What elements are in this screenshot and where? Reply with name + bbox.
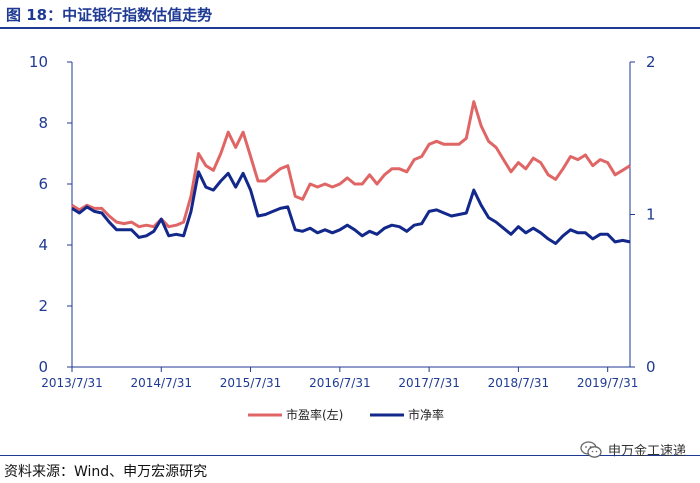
x-tick-label: 2015/7/31 [220,376,282,390]
left-tick-label: 6 [38,175,48,193]
chart-axes: 0 2 4 6 8 10 0 1 2 2013/7/31 2014/7/31 2015/7/31 201… [29,53,656,390]
left-tick-label: 0 [38,358,48,376]
right-tick-label: 2 [646,53,656,71]
left-tick-label: 10 [29,53,48,71]
title-rule [0,27,700,29]
figure-title: 图 18：中证银行指数估值走势 [6,6,213,24]
x-tick-label: 2017/7/31 [398,376,460,390]
x-tick-label: 2018/7/31 [488,376,550,390]
chart-legend: 市盈率(左) 市净率 [248,407,444,422]
source-note: 资料来源：Wind、申万宏源研究 [4,464,208,480]
wechat-icon [580,440,602,458]
x-tick-label: 2016/7/31 [309,376,371,390]
footer-rule [0,455,700,456]
pe-series-line [71,100,631,229]
left-tick-label: 8 [38,114,48,132]
x-tick-label: 2019/7/31 [577,376,639,390]
watermark-text: 申万金工速递 [607,444,686,459]
legend-pb-label: 市净率 [408,407,444,422]
chart-series [71,100,631,245]
pb-series-line [71,170,631,245]
x-tick-label: 2014/7/31 [131,376,193,390]
right-tick-label: 1 [646,206,656,224]
left-tick-label: 4 [38,236,48,254]
legend-pe-label: 市盈率(左) [286,407,343,422]
right-tick-label: 0 [646,358,656,376]
chart: 0 2 4 6 8 10 0 1 2 2013/7/31 2014/7/31 2015/7/31 201… [29,53,656,422]
x-tick-label: 2013/7/31 [41,376,103,390]
left-tick-label: 2 [38,297,48,315]
watermark: 申万金工速递 [580,440,686,459]
